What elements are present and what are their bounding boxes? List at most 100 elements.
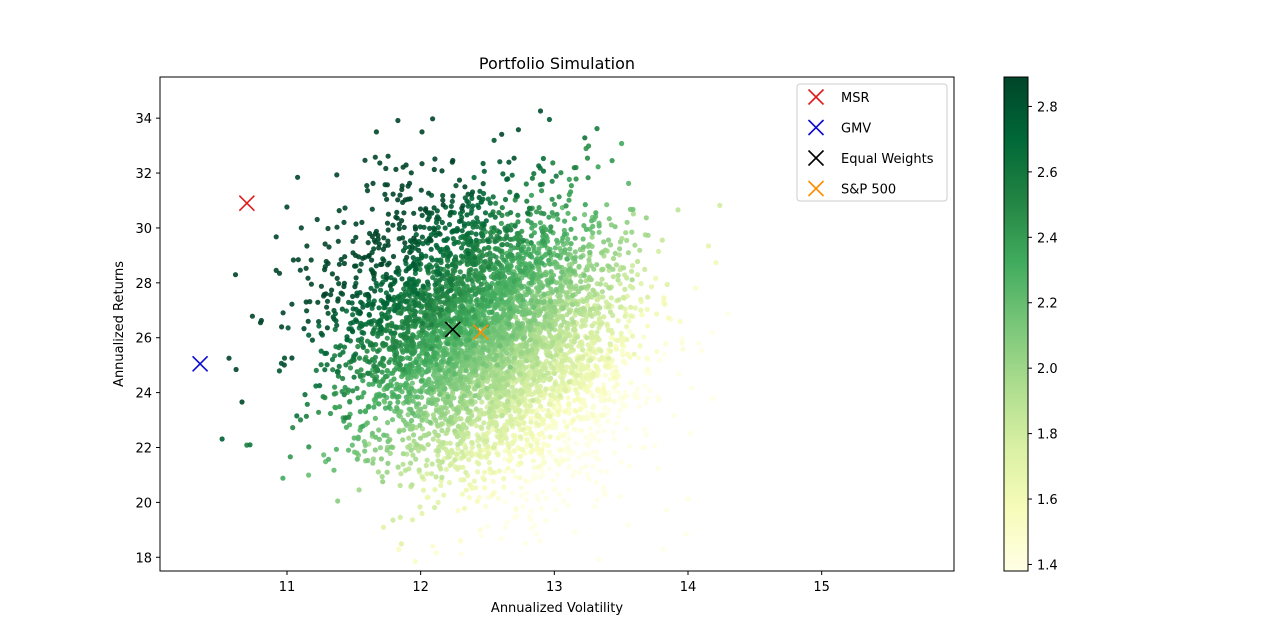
scatter-point [491,356,497,362]
scatter-point [537,309,544,315]
scatter-point [563,203,569,209]
scatter-point [492,304,498,310]
scatter-point [629,229,635,235]
scatter-point [425,296,431,302]
scatter-point [440,439,446,445]
scatter-point [656,248,662,254]
scatter-point [524,198,530,204]
scatter-point [487,466,493,472]
scatter-point [416,353,422,359]
scatter-point [484,394,490,400]
scatter-point [491,445,497,451]
scatter-point [442,225,448,231]
scatter-point [676,371,682,377]
scatter-point [454,434,460,440]
scatter-point [626,463,633,469]
scatter-point [348,320,354,326]
scatter-point [497,159,503,165]
scatter-point [635,395,641,401]
scatter-point [433,277,439,283]
scatter-point [436,230,442,236]
scatter-point [416,364,422,370]
scatter-point [487,212,493,218]
scatter-point [640,445,646,451]
scatter-point [533,531,540,537]
scatter-point [526,514,533,520]
scatter-point [488,293,494,299]
scatter-point [362,448,368,454]
scatter-point [527,337,533,343]
scatter-point [606,407,612,413]
scatter-point [490,491,496,498]
scatter-point [489,399,495,405]
scatter-point [491,225,497,231]
scatter-point [559,358,565,365]
scatter-point [547,413,553,419]
scatter-point [488,383,494,389]
scatter-point [353,306,359,312]
scatter-point [505,465,511,471]
scatter-point [601,385,607,391]
scatter-point [551,201,558,207]
scatter-point [611,450,618,456]
scatter-point [410,288,416,294]
scatter-point [358,299,364,305]
scatter-point [569,370,575,376]
scatter-point [447,462,453,468]
scatter-point [552,259,558,265]
scatter-point [596,556,602,562]
scatter-point [436,448,442,454]
scatter-point [476,194,482,201]
scatter-point [610,255,617,262]
scatter-point [408,337,415,344]
scatter-point [578,465,584,471]
scatter-point [520,426,526,432]
scatter-point [565,236,571,242]
scatter-point [529,448,535,454]
scatter-point [376,305,382,311]
scatter-point [542,314,548,320]
scatter-point [596,438,602,444]
scatter-point [496,381,502,387]
scatter-point [371,327,377,333]
scatter-point [439,459,445,465]
scatter-point [498,314,504,321]
scatter-point [364,348,370,354]
scatter-point [534,408,540,414]
scatter-point [473,231,479,237]
scatter-point [725,311,731,317]
scatter-point [490,469,496,475]
scatter-point [466,494,472,501]
scatter-point [414,256,421,262]
scatter-point [489,372,495,378]
scatter-point [304,401,310,407]
scatter-point [496,468,503,474]
scatter-point [434,295,440,301]
scatter-point [346,299,352,305]
scatter-point [534,355,540,361]
scatter-point [554,472,560,478]
scatter-point [371,404,377,410]
scatter-point [385,322,391,328]
scatter-point [572,256,578,262]
scatter-point [430,372,437,378]
scatter-point [607,309,614,315]
scatter-point [571,468,577,474]
scatter-point [373,434,379,440]
scatter-point [368,285,374,291]
scatter-point [533,446,540,452]
scatter-point [510,389,516,395]
scatter-point [404,280,410,286]
scatter-point [393,324,399,330]
scatter-point [520,335,526,342]
scatter-point [344,334,350,340]
scatter-point [453,406,459,412]
scatter-point [408,447,414,453]
scatter-point [449,229,455,235]
scatter-point [526,426,533,432]
scatter-point [542,364,549,370]
scatter-point [606,267,612,273]
scatter-point [585,283,592,289]
scatter-point [550,477,556,484]
